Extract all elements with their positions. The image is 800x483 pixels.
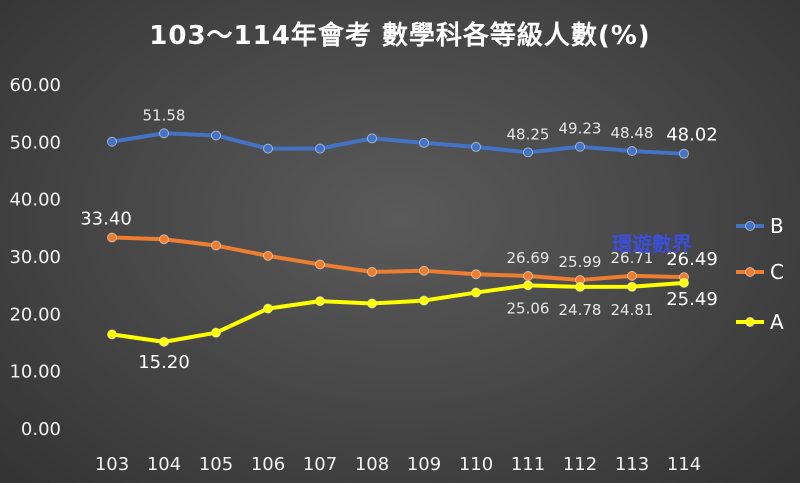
data-point-B	[263, 143, 273, 154]
legend-swatch-marker	[745, 267, 755, 277]
data-point-A	[315, 296, 325, 307]
data-point-B	[627, 146, 637, 157]
x-tick-label: 109	[407, 454, 441, 475]
data-point-A	[107, 329, 117, 340]
series-C	[107, 232, 689, 285]
data-point-A	[471, 287, 481, 298]
data-point-A	[367, 298, 377, 309]
legend: BC A	[736, 214, 784, 334]
data-label-A: 24.78	[559, 301, 602, 319]
legend-item-B: B	[736, 214, 784, 238]
watermark: 環遊數界	[612, 232, 692, 256]
y-tick-label: 50.00	[9, 132, 61, 153]
data-point-C	[523, 270, 533, 281]
legend-item-A: A	[736, 310, 784, 334]
data-point-A	[211, 327, 221, 338]
x-tick-label: 112	[563, 454, 597, 475]
y-tick-label: 0.00	[21, 419, 61, 440]
y-tick-label: 60.00	[9, 75, 61, 96]
data-label-A: 24.81	[611, 301, 654, 319]
data-point-C	[159, 234, 169, 245]
data-point-C	[211, 240, 221, 251]
x-tick-label: 114	[667, 454, 701, 475]
data-label-C: 26.71	[611, 249, 654, 267]
data-point-A	[627, 281, 637, 292]
y-tick-label: 10.00	[9, 362, 61, 383]
x-tick-label: 106	[251, 454, 285, 475]
data-point-C	[107, 232, 117, 243]
y-axis-ticks: 0.00 10.00 20.00 30.00 40.00 50.00 60.00	[9, 75, 61, 440]
data-label-B: 49.23	[559, 120, 602, 138]
data-point-A	[679, 277, 689, 288]
data-point-C	[627, 270, 637, 281]
series-line-C	[110, 235, 686, 282]
data-point-A	[523, 280, 533, 291]
data-point-B	[315, 143, 325, 154]
legend-label: B	[770, 214, 784, 238]
data-label-B: 48.48	[611, 124, 654, 142]
data-label-C: 26.69	[507, 249, 550, 267]
legend-swatch-marker	[745, 317, 755, 327]
x-tick-label: 107	[303, 454, 337, 475]
data-label-C: 26.49	[666, 249, 718, 270]
data-point-B	[211, 130, 221, 141]
data-point-C	[367, 266, 377, 277]
series-line-B	[110, 131, 686, 156]
data-point-A	[575, 281, 585, 292]
x-tick-label: 111	[511, 454, 545, 475]
data-point-B	[107, 136, 117, 147]
data-point-B	[679, 148, 689, 159]
data-label-C: 25.99	[559, 253, 602, 271]
data-point-B	[523, 147, 533, 158]
x-tick-label: 103	[95, 454, 129, 475]
data-point-C	[471, 269, 481, 280]
data-point-C	[263, 250, 273, 261]
series-A	[107, 277, 689, 347]
series-group	[107, 128, 689, 347]
data-point-C	[315, 259, 325, 270]
data-point-A	[419, 295, 429, 306]
data-point-A	[159, 336, 169, 347]
data-point-C	[419, 265, 429, 276]
data-label-A: 15.20	[138, 352, 190, 373]
x-tick-label: 104	[147, 454, 181, 475]
data-point-B	[419, 137, 429, 148]
data-point-B	[471, 141, 481, 152]
data-label-B: 48.25	[507, 125, 550, 143]
data-label-A: 25.06	[507, 299, 550, 317]
data-point-B	[159, 128, 169, 139]
legend-label: A	[770, 310, 784, 334]
y-tick-label: 20.00	[9, 304, 61, 325]
data-point-A	[263, 303, 273, 314]
x-tick-label: 105	[199, 454, 233, 475]
data-label-B: 51.58	[143, 106, 186, 124]
legend-item-C: C	[736, 260, 784, 284]
legend-swatch-marker	[745, 221, 755, 231]
data-label-A: 25.49	[666, 289, 718, 310]
data-label-C: 33.40	[80, 209, 132, 230]
data-point-B	[575, 141, 585, 152]
legend-label: C	[770, 260, 784, 284]
series-line-A	[110, 280, 686, 344]
y-tick-label: 30.00	[9, 247, 61, 268]
y-tick-label: 40.00	[9, 190, 61, 211]
x-tick-label: 110	[459, 454, 493, 475]
x-tick-label: 108	[355, 454, 389, 475]
series-B	[107, 128, 689, 159]
data-point-B	[367, 133, 377, 144]
chart-title: 103～114年會考 數學科各等級人數(%)	[149, 20, 650, 51]
data-label-B: 48.02	[666, 125, 718, 146]
x-axis-ticks: 103 104 105 106 107 108 109 110 111 112 113 114	[95, 454, 701, 475]
data-labels: 51.58 48.25 49.23 48.48 48.02 33.40 26.69 25.99…	[80, 106, 718, 373]
x-tick-label: 113	[615, 454, 649, 475]
